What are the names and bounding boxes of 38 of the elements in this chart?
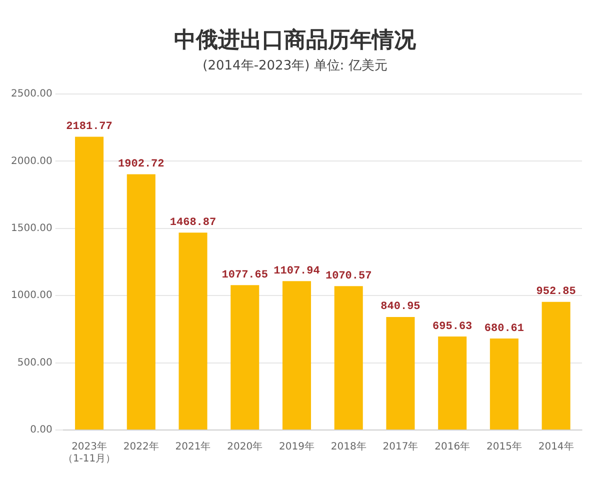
x-tick-label: 2023年（1-11月） bbox=[62, 440, 116, 465]
x-tick-label: 2019年 bbox=[279, 440, 314, 453]
data-label: 840.95 bbox=[380, 301, 421, 314]
data-label: 695.63 bbox=[432, 320, 473, 333]
bar bbox=[386, 316, 415, 430]
y-tick-label: 500.00 bbox=[17, 357, 52, 368]
data-label: 1902.72 bbox=[118, 158, 164, 171]
y-tick-label: 1000.00 bbox=[10, 290, 52, 302]
y-tick-label: 2000.00 bbox=[10, 156, 52, 167]
bar bbox=[75, 136, 104, 430]
bar bbox=[230, 285, 260, 430]
x-tick-label: 2016年 bbox=[434, 440, 470, 453]
data-label: 952.85 bbox=[536, 286, 576, 298]
data-label: 2181.77 bbox=[66, 121, 112, 134]
bar bbox=[126, 174, 156, 430]
y-tick-label: 0.00 bbox=[30, 424, 52, 436]
data-label: 1107.94 bbox=[274, 265, 320, 278]
data-label: 1468.87 bbox=[170, 216, 216, 229]
data-label: 680.61 bbox=[484, 322, 524, 335]
x-tick-label: 2021年 bbox=[175, 440, 211, 453]
x-tick-label: 2014年 bbox=[538, 440, 574, 453]
x-tick-label: 2018年 bbox=[330, 440, 366, 453]
bar bbox=[282, 281, 312, 430]
y-tick-label: 2500.00 bbox=[10, 88, 52, 100]
x-tick-label: 2015年 bbox=[486, 440, 522, 453]
bar bbox=[438, 336, 467, 430]
y-tick-label: 1500.00 bbox=[10, 222, 52, 234]
x-tick-label: 2017年 bbox=[382, 440, 418, 453]
data-label: 1070.57 bbox=[326, 270, 372, 282]
bar bbox=[178, 232, 208, 430]
chart-title: 中俄进出口商品历年情况 bbox=[174, 26, 417, 53]
chart-subtitle: (2014年-2023年) 单位: 亿美元 bbox=[202, 58, 388, 74]
x-tick-label: 2020年 bbox=[227, 440, 263, 453]
data-label: 1077.65 bbox=[222, 269, 268, 282]
bar bbox=[490, 338, 518, 430]
bar bbox=[334, 286, 363, 430]
bar bbox=[542, 302, 570, 430]
x-tick-label: 2022年 bbox=[123, 440, 159, 453]
